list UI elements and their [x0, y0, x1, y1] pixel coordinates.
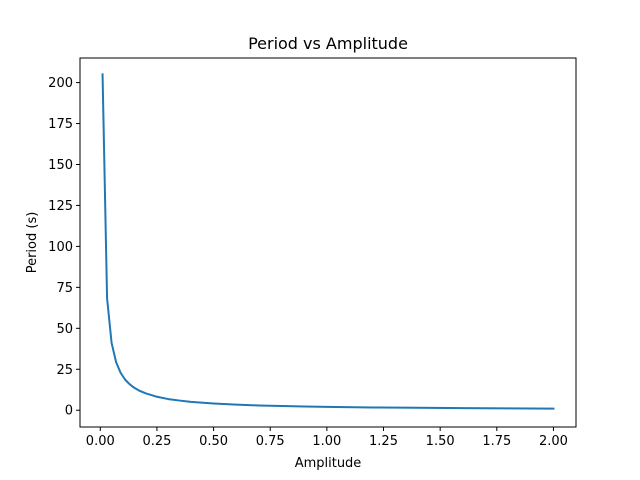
- x-tick-label: 0.25: [142, 434, 171, 449]
- x-axis: 0.00 0.25 0.50 0.75 1.00 1.25 1.50 1.75 2.00: [86, 427, 568, 449]
- plot-area: [101, 73, 555, 410]
- x-tick-label: 1.50: [426, 434, 455, 449]
- y-axis-label: Period (s): [25, 212, 40, 274]
- x-tick-label: 2.00: [539, 434, 568, 449]
- x-tick-label: 0.00: [86, 434, 115, 449]
- y-axis: 0 25 50 75 100 125 150 175 200: [48, 76, 80, 419]
- y-tick-label: 50: [56, 322, 73, 337]
- y-tick-label: 25: [56, 363, 73, 378]
- x-tick-label: 1.25: [369, 434, 398, 449]
- axes-frame: [79, 57, 577, 428]
- x-tick-label: 1.75: [482, 434, 511, 449]
- chart-title: Period vs Amplitude: [248, 34, 408, 53]
- y-tick-label: 175: [48, 117, 73, 132]
- y-tick-label: 0: [65, 404, 73, 419]
- x-tick-label: 0.75: [256, 434, 285, 449]
- x-tick-label: 0.50: [199, 434, 228, 449]
- y-tick-label: 150: [48, 158, 73, 173]
- y-tick-label: 100: [48, 240, 73, 255]
- series-line: [101, 73, 555, 410]
- x-axis-label: Amplitude: [295, 456, 362, 471]
- y-tick-label: 125: [48, 199, 73, 214]
- x-tick-label: 1.00: [312, 434, 341, 449]
- y-tick-label: 75: [56, 281, 73, 296]
- y-tick-label: 200: [48, 76, 73, 91]
